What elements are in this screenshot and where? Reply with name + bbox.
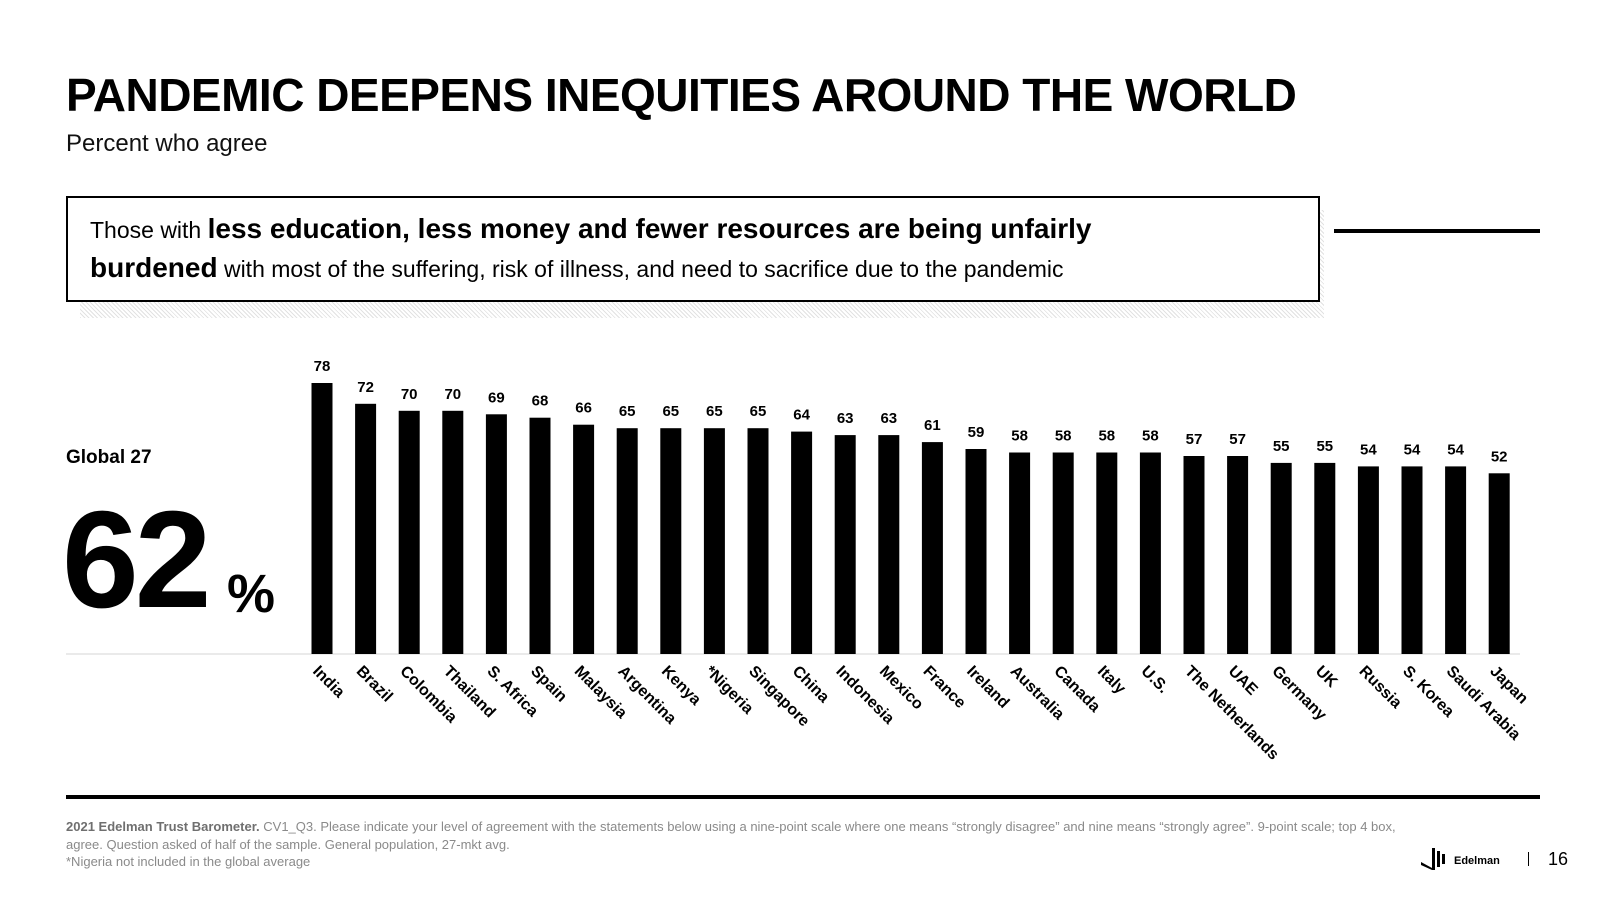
global-unit: % (227, 564, 276, 624)
value-label-21: 57 (1229, 431, 1246, 448)
bar-19 (1139, 452, 1161, 654)
value-label-26: 54 (1447, 441, 1464, 458)
category-label-19: U.S. (1138, 663, 1172, 697)
value-label-5: 68 (532, 393, 549, 410)
value-label-22: 55 (1273, 438, 1290, 455)
value-label-13: 63 (880, 410, 897, 427)
callout-text-2: with most of the suffering, risk of illn… (217, 256, 1064, 282)
value-label-14: 61 (924, 417, 941, 434)
callout-box: Those with less education, less money an… (66, 196, 1320, 302)
bar-11 (791, 431, 813, 654)
global-value: 62 (62, 483, 211, 637)
value-label-7: 65 (619, 403, 636, 420)
callout-rule (1334, 229, 1540, 233)
value-label-11: 64 (793, 407, 810, 424)
bar-16 (1009, 452, 1031, 654)
value-label-19: 58 (1142, 428, 1159, 445)
category-label-15: Ireland (963, 663, 1012, 712)
value-label-24: 54 (1360, 441, 1377, 458)
value-label-2: 70 (401, 386, 418, 403)
value-label-0: 78 (314, 358, 331, 375)
bar-6 (573, 424, 595, 654)
bar-20 (1183, 456, 1205, 654)
category-label-0: India (309, 663, 347, 701)
bar-9 (703, 428, 725, 654)
value-label-20: 57 (1186, 431, 1203, 448)
page-number: 16 (1548, 849, 1569, 869)
bar-7 (616, 428, 638, 654)
bar-12 (834, 435, 856, 654)
brand-name: Edelman (1454, 855, 1500, 867)
footer-rule (66, 795, 1540, 799)
page-subtitle: Percent who agree (66, 130, 268, 157)
callout-text-1: Those with (90, 217, 208, 243)
category-label-23: UK (1312, 663, 1341, 692)
footnote-nigeria: *Nigeria not included in the global aver… (66, 854, 311, 869)
category-label-18: Italy (1094, 663, 1129, 698)
bar-1 (355, 403, 377, 654)
bar-4 (485, 414, 507, 654)
footnote-text: CV1_Q3. Please indicate your level of ag… (66, 819, 1396, 852)
page-title: PANDEMIC DEEPENS INEQUITIES AROUND THE W… (66, 69, 1297, 121)
value-label-16: 58 (1011, 428, 1028, 445)
bar-18 (1096, 452, 1118, 654)
category-label-21: UAE (1225, 663, 1261, 699)
value-label-15: 59 (968, 424, 985, 441)
bar-17 (1052, 452, 1074, 654)
bar-8 (660, 428, 682, 654)
bar-14 (921, 442, 943, 654)
bar-27 (1488, 473, 1510, 654)
bar-5 (529, 417, 551, 654)
bar-23 (1314, 462, 1336, 654)
bar-26 (1445, 466, 1467, 654)
value-label-3: 70 (444, 386, 461, 403)
value-label-1: 72 (357, 379, 374, 396)
value-label-25: 54 (1404, 441, 1421, 458)
bar-group: 78India72Brazil70Colombia70Thailand69S. … (309, 358, 1531, 764)
global-label: Global 27 (66, 447, 152, 468)
callout-bold-2: burdened (90, 252, 218, 283)
callout-bold-1: less education, less money and fewer res… (207, 213, 1092, 244)
bar-24 (1357, 466, 1379, 654)
footer-separator (1528, 852, 1529, 866)
category-label-5: Spain (527, 663, 570, 706)
value-label-27: 52 (1491, 448, 1508, 465)
bar-25 (1401, 466, 1423, 654)
bar-3 (442, 410, 464, 654)
bar-22 (1270, 462, 1292, 654)
bar-13 (878, 435, 900, 654)
category-label-14: France (920, 663, 969, 712)
value-label-23: 55 (1316, 438, 1333, 455)
bar-21 (1227, 456, 1249, 654)
value-label-6: 66 (575, 400, 592, 417)
value-label-4: 69 (488, 389, 505, 406)
bar-2 (398, 410, 420, 654)
edelman-logo-icon (1421, 848, 1445, 870)
value-label-18: 58 (1098, 428, 1115, 445)
value-label-9: 65 (706, 403, 723, 420)
footnote: 2021 Edelman Trust Barometer. CV1_Q3. Pl… (66, 818, 1406, 871)
value-label-8: 65 (662, 403, 679, 420)
footnote-source: 2021 Edelman Trust Barometer. (66, 819, 260, 834)
value-label-10: 65 (750, 403, 767, 420)
bar-10 (747, 428, 769, 654)
value-label-12: 63 (837, 410, 854, 427)
bar-0 (311, 383, 333, 654)
category-label-24: Russia (1356, 663, 1405, 712)
value-label-17: 58 (1055, 428, 1072, 445)
bar-chart: 78India72Brazil70Colombia70Thailand69S. … (66, 358, 1531, 764)
category-label-1: Brazil (353, 663, 396, 706)
bar-15 (965, 449, 987, 654)
